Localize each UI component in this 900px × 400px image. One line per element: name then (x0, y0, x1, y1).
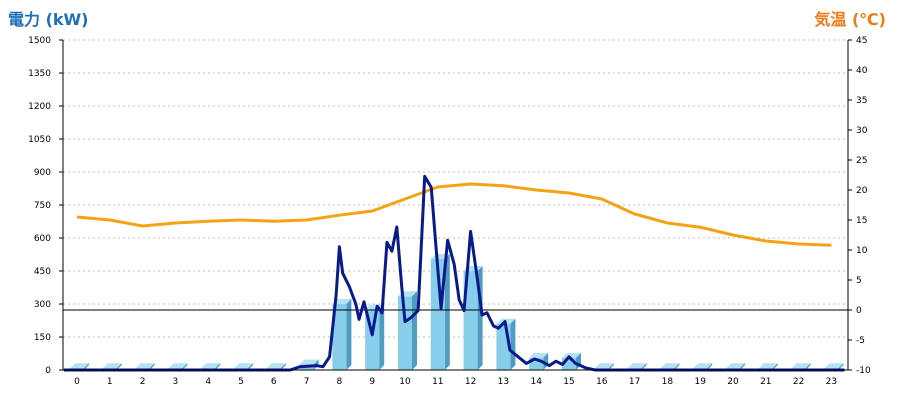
bar-top (693, 363, 713, 369)
bar-top (824, 363, 844, 369)
right-tick-label: 45 (856, 36, 867, 46)
bar-top (201, 363, 221, 369)
bar-top (529, 352, 549, 358)
x-tick-label: 11 (432, 377, 443, 387)
left-tick-label: 1500 (28, 36, 51, 46)
x-tick-label: 0 (74, 377, 80, 387)
bar-side (707, 363, 713, 370)
x-tick-label: 1 (107, 377, 113, 387)
right-tick-label: 5 (856, 276, 862, 286)
x-tick-label: 3 (173, 377, 179, 387)
x-tick-label: 19 (694, 377, 706, 387)
bar-top (266, 363, 286, 369)
x-tick-label: 20 (727, 377, 739, 387)
bar-top (562, 352, 581, 358)
bar-side (510, 318, 516, 370)
x-tick-label: 23 (826, 377, 837, 387)
left-tick-label: 1350 (28, 69, 51, 79)
left-tick-label: 0 (45, 366, 51, 376)
x-tick-label: 8 (337, 377, 343, 387)
bar-side (805, 363, 811, 370)
right-tick-label: -5 (856, 336, 865, 346)
x-tick-label: 7 (304, 377, 310, 387)
left-tick-label: 150 (34, 333, 51, 343)
bar (398, 296, 412, 370)
x-tick-label: 14 (530, 377, 542, 387)
bar-top (332, 299, 352, 304)
bar-side (608, 363, 614, 370)
bar-top (627, 363, 647, 369)
left-tick-label: 900 (34, 168, 51, 178)
bar (430, 258, 445, 370)
bar-side (444, 253, 450, 370)
bar-top (234, 363, 253, 369)
x-tick-label: 18 (662, 377, 674, 387)
x-tick-label: 4 (205, 377, 211, 387)
bar-top (168, 363, 188, 369)
right-tick-label: -10 (856, 366, 871, 376)
right-tick-label: 10 (856, 246, 868, 256)
bar-side (84, 363, 89, 370)
x-tick-label: 10 (399, 377, 411, 387)
power-line (63, 174, 845, 372)
left-tick-label: 750 (34, 201, 51, 211)
left-tick-label: 1200 (28, 102, 51, 112)
x-tick-label: 2 (140, 377, 146, 387)
bar (463, 271, 478, 370)
x-tick-label: 6 (271, 377, 277, 387)
bar-side (838, 363, 844, 370)
bar-side (412, 291, 417, 370)
bar-side (740, 363, 745, 370)
right-tick-label: 25 (856, 156, 867, 166)
x-tick-label: 17 (629, 377, 640, 387)
bar-top (758, 363, 778, 369)
bar-top (791, 363, 811, 369)
x-tick-label: 13 (498, 377, 509, 387)
x-tick-label: 16 (596, 377, 608, 387)
bar-side (248, 363, 253, 370)
right-axis-title: 気温 (℃) (814, 10, 886, 29)
right-tick-label: 15 (856, 216, 867, 226)
left-tick-label: 600 (34, 234, 51, 244)
temperature-line (76, 182, 832, 247)
bar-top (660, 363, 680, 369)
bar-top (135, 363, 155, 369)
bar-side (641, 363, 647, 370)
bar-side (674, 363, 680, 370)
bar-top (102, 363, 122, 369)
bar-side (772, 363, 778, 370)
left-tick-label: 450 (34, 267, 51, 277)
bar-top (299, 359, 319, 365)
left-axis-title: 電力 (kW) (8, 10, 89, 29)
x-tick-label: 5 (238, 377, 244, 387)
bar-top (70, 363, 89, 369)
left-tick-label: 1050 (28, 135, 51, 145)
bar-side (116, 363, 122, 370)
left-tick-label: 300 (34, 300, 51, 310)
bar-side (379, 304, 385, 370)
right-tick-label: 35 (856, 96, 867, 106)
bar-side (215, 363, 221, 370)
right-tick-label: 20 (856, 186, 868, 196)
right-tick-label: 30 (856, 126, 868, 136)
bar-top (726, 363, 745, 369)
bar-side (182, 363, 188, 370)
bar-side (280, 363, 286, 370)
x-tick-label: 21 (760, 377, 771, 387)
bar-top (594, 363, 614, 369)
x-tick-label: 15 (563, 377, 574, 387)
right-tick-label: 40 (856, 66, 868, 76)
x-tick-label: 22 (793, 377, 804, 387)
x-tick-label: 12 (465, 377, 476, 387)
bar-side (149, 363, 155, 370)
bar-side (346, 299, 352, 370)
bar (332, 304, 347, 370)
right-tick-label: 0 (856, 306, 862, 316)
x-tick-label: 9 (369, 377, 375, 387)
